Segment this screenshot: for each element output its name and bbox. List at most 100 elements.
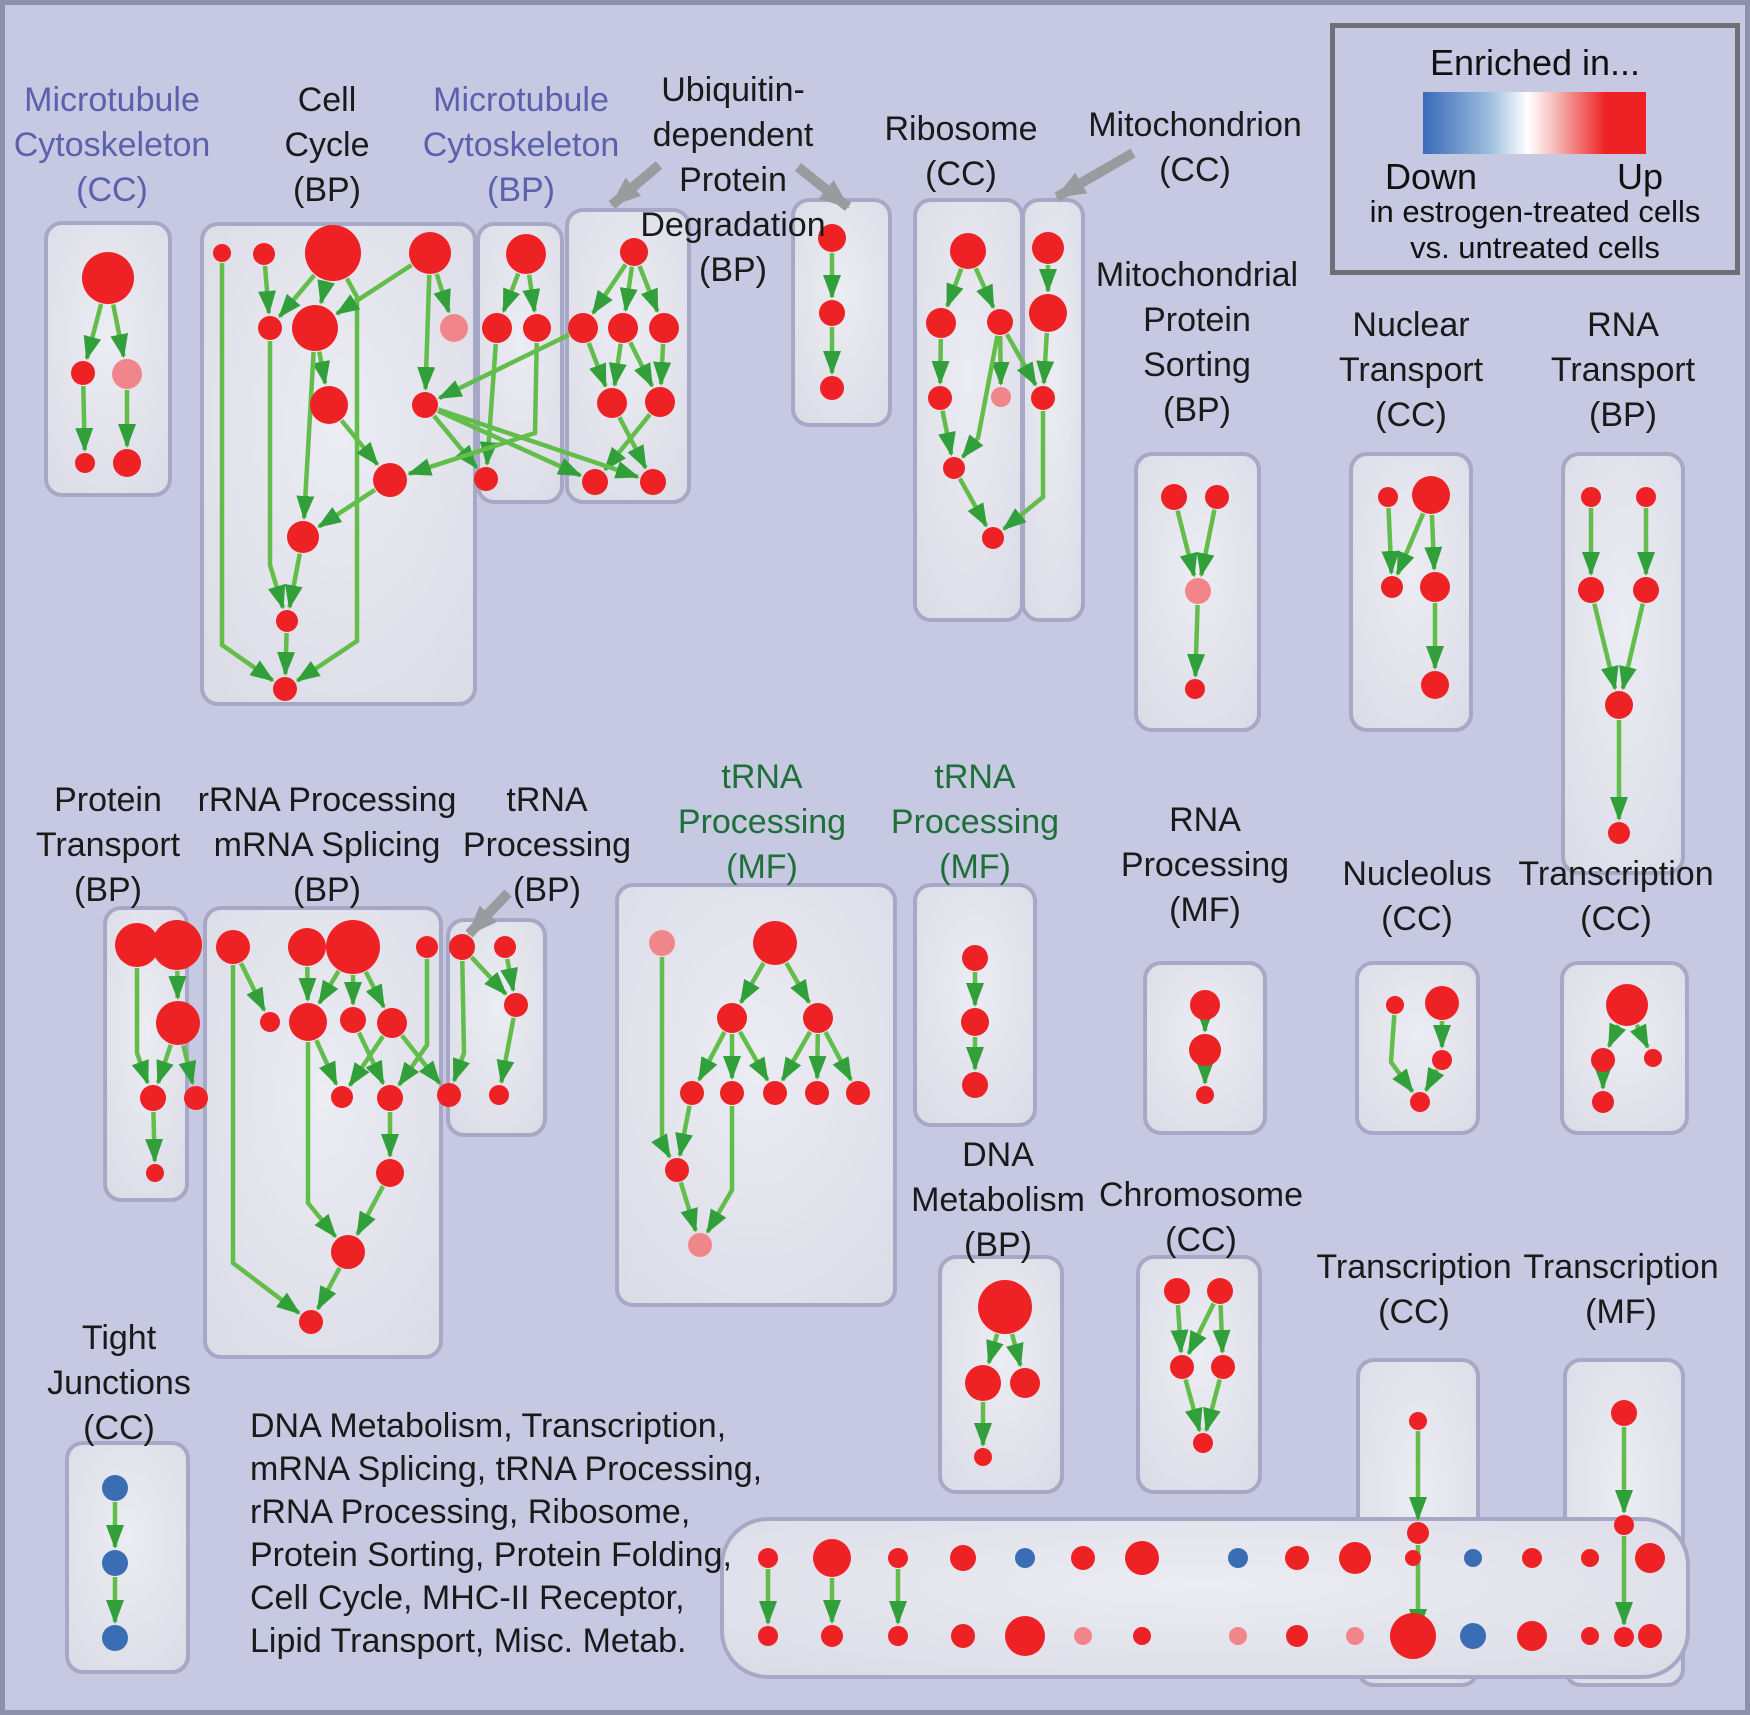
node-matrix-top-6 — [1071, 1546, 1095, 1570]
edge-trna-processing-bp-t1-t4 — [451, 960, 470, 1083]
edge-trna-processing-mf-large-m2-b4 — [808, 1033, 827, 1080]
node-trna-processing-mf-large-b1 — [680, 1081, 704, 1105]
node-dna-metabolism-D2 — [965, 1365, 1001, 1401]
node-ubiquitin-b1 — [582, 469, 608, 495]
node-mito-protein-sorting-S2 — [1205, 485, 1229, 509]
edge-nucleolus-u3-u4 — [1424, 1066, 1445, 1093]
node-matrix-bottom-1 — [758, 1626, 778, 1646]
node-mitochondrion-M1 — [1032, 232, 1064, 264]
node-microtubule-cc-a — [82, 252, 134, 304]
node-matrix-top-1 — [758, 1548, 778, 1568]
node-tight-junctions-j2 — [102, 1550, 128, 1576]
legend-up-label: Up — [1616, 156, 1663, 197]
edge-microtubule-bp-top-mr — [522, 274, 541, 314]
node-rna-transport-t2 — [1636, 487, 1656, 507]
legend-caption-line1: in estrogen-treated cells — [1369, 194, 1701, 229]
node-ubiquitin-m2 — [608, 313, 638, 343]
node-matrix-bottom-3 — [888, 1626, 908, 1646]
cluster-box-microtubule-cc — [44, 221, 172, 497]
cluster-box-nuclear-transport — [1349, 452, 1473, 732]
node-cell-cycle-h — [310, 386, 348, 424]
cross-edge-ribosome.R3-mitochondrion.M3 — [1004, 333, 1038, 387]
node-dna-metabolism-D3 — [1010, 1368, 1040, 1398]
edge-rrna-processing-r6-r9 — [314, 1039, 339, 1087]
node-matrix-top-9 — [1285, 1546, 1309, 1570]
cluster-box-misc-matrix — [720, 1517, 1690, 1679]
cluster-box-rna-transport — [1561, 452, 1685, 875]
node-trna-processing-bp-t4 — [437, 1083, 461, 1107]
network-diagram — [44, 148, 1690, 1687]
node-trna-processing-mf-small-q1 — [962, 945, 988, 971]
node-nucleolus-u1 — [1386, 996, 1404, 1014]
edge-rrna-processing-r7-r10 — [356, 1031, 386, 1086]
node-mitochondrion-M2 — [1029, 294, 1067, 332]
edge-cell-cycle-f-k — [296, 351, 316, 520]
node-trna-processing-mf-large-low — [665, 1158, 689, 1182]
node-matrix-bottom-6 — [1074, 1627, 1092, 1645]
node-ubiquitin-m1 — [568, 313, 598, 343]
edge-cell-cycle-d-i — [417, 274, 436, 391]
node-cell-cycle-g — [440, 314, 468, 342]
node-trna-processing-mf-large-m1 — [717, 1003, 747, 1033]
node-rna-transport-t5 — [1605, 691, 1633, 719]
edge-rrna-processing-r12-r13 — [316, 1266, 342, 1311]
edge-rrna-processing-r11-r12 — [355, 1185, 385, 1237]
node-mito-protein-sorting-S1 — [1161, 484, 1187, 510]
node-trna-processing-bp-t2 — [494, 936, 516, 958]
node-trna-processing-mf-small-q3 — [962, 1072, 988, 1098]
node-cell-cycle-j — [373, 463, 407, 497]
edge-ubiquitin-top-m2 — [619, 266, 638, 313]
node-nuclear-transport-n3 — [1381, 576, 1403, 598]
edge-chromosome-C3-C5 — [1183, 1378, 1203, 1433]
legend-title: Enriched in... — [1429, 42, 1641, 83]
edges — [75, 253, 1655, 1633]
edge-rna-transport-t4-t5 — [1619, 603, 1645, 691]
cross-edge-cell-cycle.i-ubiquitin.b2 — [437, 407, 640, 480]
node-rrna-processing-r4 — [416, 936, 438, 958]
edge-microtubule-cc-a-c — [110, 304, 129, 359]
node-rrna-processing-r2 — [288, 928, 326, 966]
node-rrna-processing-r6 — [289, 1003, 327, 1041]
node-trna-processing-mf-large-b4 — [805, 1081, 829, 1105]
node-chromosome-C1 — [1164, 1278, 1190, 1304]
nodes — [71, 224, 1665, 1659]
edge-cell-cycle-f-h — [312, 351, 331, 386]
node-trna-processing-bp-t3 — [504, 993, 528, 1017]
label-pointer-arrow-3 — [1054, 148, 1136, 202]
label-pointer-arrow-1 — [608, 161, 663, 209]
edge-rna-transport-t3-t5 — [1592, 603, 1619, 691]
node-matrix-bottom-14 — [1581, 1627, 1599, 1645]
node-rrna-processing-r9 — [331, 1086, 353, 1108]
node-rna-transport-t4 — [1633, 577, 1659, 603]
edge-ribosome-R4-R6 — [938, 410, 956, 457]
node-ubiquitin-top — [620, 238, 648, 266]
node-transcription-cc-upper-T4 — [1592, 1091, 1614, 1113]
node-microtubule-cc-d — [75, 453, 95, 473]
edge-rrna-processing-r4-r10 — [397, 959, 430, 1087]
node-cell-cycle-e — [258, 316, 282, 340]
node-nuclear-transport-n5 — [1421, 671, 1449, 699]
edge-trna-processing-mf-large-big-m1 — [739, 961, 766, 1005]
node-trna-processing-mf-large-pk1 — [649, 930, 675, 956]
edge-cell-cycle-j-k — [317, 488, 377, 529]
node-protein-transport-P3 — [156, 1001, 200, 1045]
edge-trna-processing-mf-large-m1-b3 — [738, 1030, 770, 1082]
legend-caption-line2: vs. untreated cells — [1410, 230, 1660, 265]
edge-dna-metabolism-D1-D3 — [1006, 1333, 1024, 1368]
edge-trna-processing-mf-large-b1-low — [675, 1105, 693, 1158]
edge-ubiquitin-m3-l2 — [653, 343, 672, 386]
label-pointer-arrow-2 — [794, 163, 852, 211]
edge-trna-processing-mf-large-m1-b1 — [697, 1031, 727, 1082]
edge-ubiquitin-m1-l1 — [586, 342, 608, 389]
node-nucleolus-u2 — [1425, 986, 1459, 1020]
edge-cell-cycle-k-l — [284, 553, 303, 610]
cross-edge-ubiquitin.m1-cell-cycle.i — [437, 332, 570, 401]
edge-rrna-processing-r1-r5 — [238, 962, 267, 1013]
edge-nuclear-transport-n1-n3 — [1381, 507, 1400, 575]
edge-ubiquitin-m2-l2 — [628, 341, 655, 388]
node-nuclear-transport-n2 — [1412, 476, 1450, 514]
edge-cell-cycle-d-g — [433, 273, 451, 314]
node-trna-processing-bp-t1 — [449, 934, 475, 960]
edge-protein-transport-P3-P5 — [178, 1044, 197, 1086]
